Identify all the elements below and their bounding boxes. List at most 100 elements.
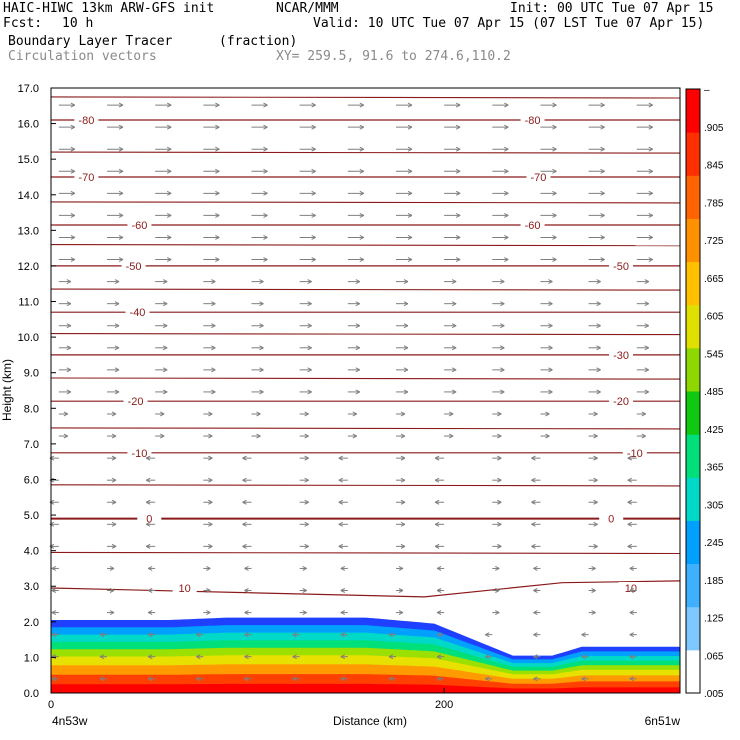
vector-head xyxy=(533,588,538,593)
vector-head xyxy=(259,301,264,307)
vector-arrow xyxy=(107,367,120,373)
vector-head xyxy=(485,632,490,638)
vector-head xyxy=(147,676,153,682)
vector-head xyxy=(500,389,505,395)
colorbar-label: .725 xyxy=(704,236,724,247)
vector-arrow xyxy=(492,146,509,152)
vector-arrow xyxy=(434,455,445,461)
vector-arrow xyxy=(636,411,646,417)
vector-arrow xyxy=(588,257,605,262)
vector-head xyxy=(99,676,105,682)
vector-head xyxy=(455,235,461,240)
vector-arrow xyxy=(395,102,413,108)
vector-head xyxy=(600,212,605,218)
vector-head xyxy=(593,433,598,439)
vector-head xyxy=(600,124,605,130)
colorbar-label: .065 xyxy=(704,651,724,662)
vector-arrow xyxy=(395,411,406,417)
vector-head xyxy=(552,190,557,196)
contour-label-bg xyxy=(609,259,634,272)
vector-head xyxy=(147,632,153,638)
vector-head xyxy=(504,146,509,152)
vector-head xyxy=(504,124,509,130)
contour-label: -70 xyxy=(531,172,547,184)
vector-arrow xyxy=(244,632,252,638)
vector-arrow xyxy=(627,521,637,527)
vector-arrow xyxy=(395,543,406,549)
contour-label: -80 xyxy=(78,115,94,127)
vector-arrow xyxy=(627,499,637,505)
vector-arrow xyxy=(347,190,365,196)
vector-head xyxy=(596,301,601,307)
vector-arrow xyxy=(244,676,252,682)
vector-arrow xyxy=(203,521,213,527)
colorbar-segment xyxy=(686,261,700,306)
contour-label: -80 xyxy=(525,115,541,127)
vector-arrow xyxy=(395,279,409,285)
vector-head xyxy=(388,632,394,638)
vector-arrow xyxy=(299,433,309,439)
vector-head xyxy=(403,389,409,395)
contour-label-bg xyxy=(599,512,624,525)
vector-arrow xyxy=(636,279,649,285)
vector-head xyxy=(338,543,344,549)
vector-head xyxy=(552,235,557,240)
y-tick-label: 9.0 xyxy=(24,368,39,380)
colorbar-label: .845 xyxy=(704,161,724,172)
contour-line xyxy=(50,377,681,380)
vector-head xyxy=(407,146,413,152)
vector-head xyxy=(644,301,649,307)
vector-head xyxy=(114,367,120,373)
vector-head xyxy=(211,279,216,285)
vector-head xyxy=(259,323,264,329)
vector-arrow xyxy=(395,323,409,329)
vector-arrow xyxy=(636,257,653,262)
contour-line xyxy=(50,333,681,336)
vector-head xyxy=(359,146,365,152)
colorbar-segment xyxy=(686,520,700,565)
vector-arrow xyxy=(636,367,649,373)
vector-head xyxy=(596,389,601,395)
vector-head xyxy=(648,102,653,108)
vector-arrow xyxy=(251,235,268,240)
colorbar-segment xyxy=(686,175,700,219)
vector-arrow xyxy=(299,190,316,196)
vector-head xyxy=(263,124,268,130)
vector-arrow xyxy=(588,367,601,373)
vector-arrow xyxy=(58,124,76,130)
vector-arrow xyxy=(444,235,461,240)
vector-arrow xyxy=(636,235,653,240)
vector-head xyxy=(118,257,124,262)
vector-head xyxy=(434,499,440,505)
vector-arrow xyxy=(492,477,502,483)
vector-head xyxy=(70,212,76,218)
vector-head xyxy=(114,279,120,285)
y-tick-label: 2.0 xyxy=(24,617,39,629)
vector-head xyxy=(455,190,461,196)
vector-arrow xyxy=(340,565,348,571)
vector-arrow xyxy=(395,455,406,461)
vector-arrow xyxy=(99,676,108,682)
vector-arrow xyxy=(145,499,156,505)
vector-arrow xyxy=(588,146,605,152)
vector-head xyxy=(145,477,151,483)
vector-head xyxy=(111,543,117,549)
vector-head xyxy=(99,654,105,660)
vector-arrow xyxy=(299,102,316,108)
vector-head xyxy=(593,411,598,417)
vector-head xyxy=(497,455,502,461)
vector-head xyxy=(340,588,346,593)
vector-arrow xyxy=(203,212,220,218)
vector-head xyxy=(304,455,309,461)
vector-arrow xyxy=(588,565,596,571)
vector-arrow xyxy=(299,323,312,329)
colorbar: – .905 .845 .785 .725 .665 .605 .545 .485 .425 .36… xyxy=(685,85,724,700)
contour-label: -60 xyxy=(132,220,148,232)
vector-arrow xyxy=(338,477,348,483)
vector-arrow xyxy=(347,257,365,262)
vector-arrow xyxy=(203,235,220,240)
vector-arrow xyxy=(436,588,445,593)
vector-head xyxy=(118,235,124,240)
colorbar-segment xyxy=(686,132,700,176)
vector-head xyxy=(66,345,72,351)
